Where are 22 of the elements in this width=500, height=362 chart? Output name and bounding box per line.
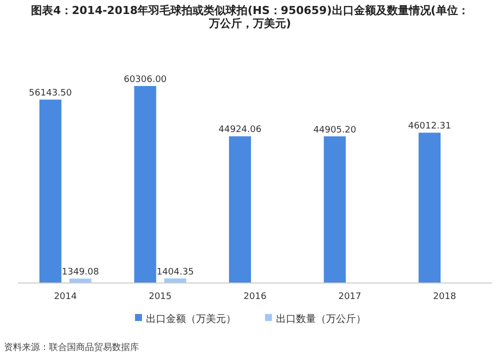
data-label: 56143.50 [28, 88, 72, 99]
data-label: 1404.35 [156, 267, 194, 278]
x-tick-label: 2014 [54, 292, 78, 302]
bar [134, 86, 156, 283]
chart-title: 图表4：2014-2018年羽毛球拍或类似球拍(HS：950659)出口金额及数量情况(单位：万公斤，万美元) [31, 4, 469, 30]
data-label: 46012.31 [408, 122, 452, 132]
data-label: 44924.06 [218, 125, 262, 136]
data-label: 1349.08 [62, 268, 100, 278]
legend-label: 出口数量（万公斤） [276, 313, 366, 325]
bar [69, 278, 92, 283]
bar [324, 136, 346, 283]
bar [39, 100, 62, 283]
x-tick-label: 2018 [433, 292, 456, 302]
bar [229, 136, 251, 283]
data-label: 60306.00 [124, 75, 167, 85]
bar [418, 132, 441, 283]
x-tick-label: 2016 [244, 292, 267, 302]
legend-label: 出口金额（万美元） [146, 313, 236, 325]
x-tick-label: 2017 [338, 292, 362, 302]
text: 资料来源：联合国商品贸易数据库 [4, 342, 139, 353]
x-tick-label: 2015 [148, 292, 172, 302]
data-label: 44905.20 [313, 125, 357, 136]
